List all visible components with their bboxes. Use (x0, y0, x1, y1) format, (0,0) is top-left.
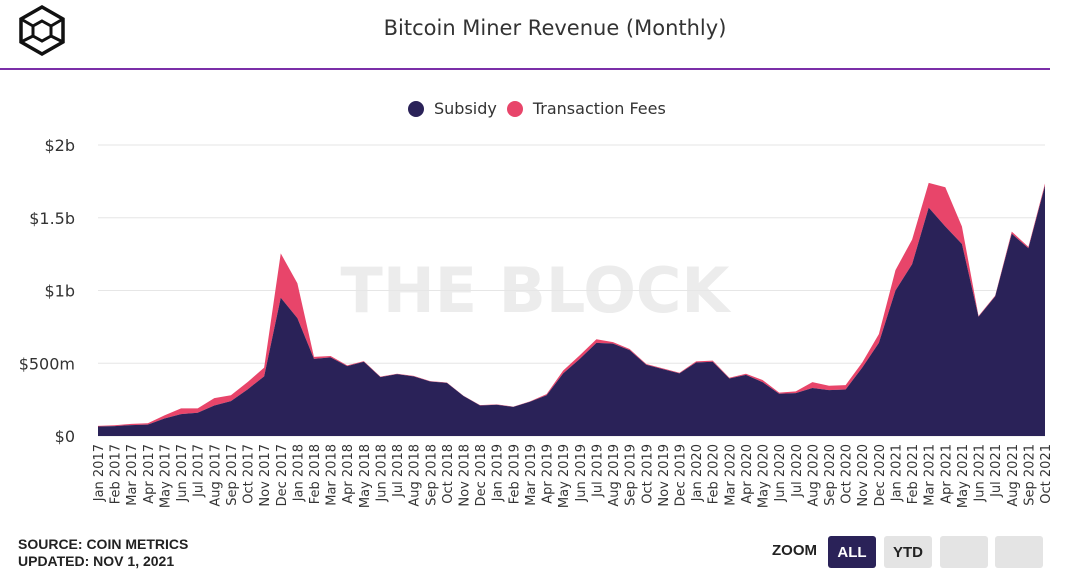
x-tick-label: Jun 2017 (175, 444, 190, 503)
x-tick-label: May 2017 (158, 444, 173, 508)
x-tick-label: Jan 2017 (92, 444, 107, 502)
x-tick-label: Feb 2021 (906, 444, 921, 504)
x-tick-label: Oct 2017 (242, 444, 257, 504)
x-tick-label: Nov 2017 (258, 444, 273, 507)
x-tick-label: Mar 2021 (923, 444, 938, 506)
x-tick-label: Dec 2018 (474, 444, 489, 506)
x-tick-label: Jun 2018 (374, 444, 389, 503)
area-series (98, 182, 1045, 436)
x-tick-label: Mar 2020 (723, 444, 738, 506)
x-tick-label: Jul 2019 (590, 444, 605, 498)
x-tick-label: Jul 2017 (192, 444, 207, 498)
x-tick-label: Aug 2021 (1006, 444, 1021, 507)
series-area-subsidy (98, 185, 1045, 436)
zoom-all-button[interactable]: ALL (828, 536, 876, 568)
x-tick-label: Sep 2017 (225, 444, 240, 506)
x-tick-label: Feb 2020 (707, 444, 722, 504)
x-tick-label: Dec 2020 (873, 444, 888, 506)
x-tick-label: Sep 2021 (1022, 444, 1037, 506)
the-block-logo (16, 4, 68, 57)
zoom-ytd-button[interactable]: YTD (884, 536, 932, 568)
x-tick-label: Mar 2018 (325, 444, 340, 506)
x-tick-label: Jun 2021 (973, 444, 988, 503)
x-tick-label: Feb 2017 (109, 444, 124, 504)
x-tick-label: May 2021 (956, 444, 971, 508)
footer-info: SOURCE: COIN METRICS UPDATED: NOV 1, 202… (18, 536, 188, 570)
zoom-label: ZOOM (772, 542, 817, 559)
x-tick-label: Nov 2018 (458, 444, 473, 507)
x-tick-label: Dec 2017 (275, 444, 290, 506)
legend-item-fees[interactable]: Transaction Fees (506, 99, 666, 118)
x-tick-label: Dec 2019 (673, 444, 688, 506)
zoom-option-button[interactable] (995, 536, 1043, 568)
x-tick-label: Oct 2021 (1039, 444, 1054, 504)
x-tick-label: Jun 2019 (574, 444, 589, 503)
x-tick-label: Feb 2019 (507, 444, 522, 504)
x-tick-label: Oct 2018 (441, 444, 456, 504)
x-tick-label: May 2018 (358, 444, 373, 508)
x-tick-label: Aug 2018 (408, 444, 423, 507)
source-label: SOURCE: COIN METRICS (18, 536, 189, 552)
x-tick-label: Jan 2021 (889, 444, 904, 502)
x-tick-label: May 2020 (757, 444, 772, 508)
y-tick-label: $500m (19, 354, 75, 373)
y-axis-ticks: $0 $500m $1b $1.5b $2b (19, 136, 75, 446)
x-tick-label: Oct 2019 (640, 444, 655, 504)
miner-revenue-chart: THE BLOCK $0$500m$1b$1.5b$2b Jan 2017 Feb… (19, 136, 1054, 508)
legend-swatch-fees (506, 100, 523, 117)
x-tick-label: Sep 2018 (424, 444, 439, 506)
x-tick-label: Jan 2018 (291, 444, 306, 502)
x-tick-label: Mar 2017 (125, 444, 140, 506)
x-tick-label: Aug 2017 (208, 444, 223, 507)
legend-label-subsidy: Subsidy (434, 99, 497, 118)
x-tick-label: Sep 2019 (624, 444, 639, 506)
y-tick-label: $1.5b (29, 209, 75, 228)
x-tick-label: Aug 2020 (806, 444, 821, 507)
x-tick-label: Mar 2019 (524, 444, 539, 506)
zoom-option-button[interactable] (940, 536, 988, 568)
chart-legend: Subsidy Transaction Fees (408, 99, 676, 118)
x-tick-label: Nov 2020 (856, 444, 871, 507)
x-tick-label: Jan 2020 (690, 444, 705, 502)
x-tick-label: Feb 2018 (308, 444, 323, 504)
y-tick-label: $2b (44, 136, 75, 155)
x-axis-ticks: Jan 2017 Feb 2017 Mar 2017 Apr 2017 May 2017… (92, 444, 1054, 508)
x-tick-label: Jul 2020 (790, 444, 805, 498)
chart-title: Bitcoin Miner Revenue (Monthly) (383, 16, 727, 40)
legend-swatch-subsidy (408, 100, 424, 117)
x-tick-label: Nov 2019 (657, 444, 672, 507)
updated-label: UPDATED: NOV 1, 2021 (18, 553, 175, 569)
x-tick-label: Apr 2021 (939, 444, 954, 504)
x-tick-label: Apr 2018 (341, 444, 356, 504)
series-area-transaction-fees (98, 182, 1045, 427)
x-tick-label: Jul 2021 (989, 444, 1004, 498)
legend-item-subsidy[interactable]: Subsidy (408, 99, 497, 118)
x-tick-label: Jun 2020 (773, 444, 788, 503)
x-tick-label: Apr 2017 (142, 444, 157, 504)
x-tick-label: May 2019 (557, 444, 572, 508)
title-divider (0, 68, 1050, 70)
x-tick-label: Oct 2020 (840, 444, 855, 504)
y-tick-label: $1b (44, 282, 75, 301)
y-tick-label: $0 (55, 427, 75, 446)
x-tick-label: Apr 2019 (541, 444, 556, 504)
legend-label-fees: Transaction Fees (532, 99, 666, 118)
x-tick-label: Apr 2020 (740, 444, 755, 504)
x-tick-label: Jul 2018 (391, 444, 406, 498)
x-tick-label: Jan 2019 (491, 444, 506, 502)
x-tick-label: Aug 2019 (607, 444, 622, 507)
x-tick-label: Sep 2020 (823, 444, 838, 506)
